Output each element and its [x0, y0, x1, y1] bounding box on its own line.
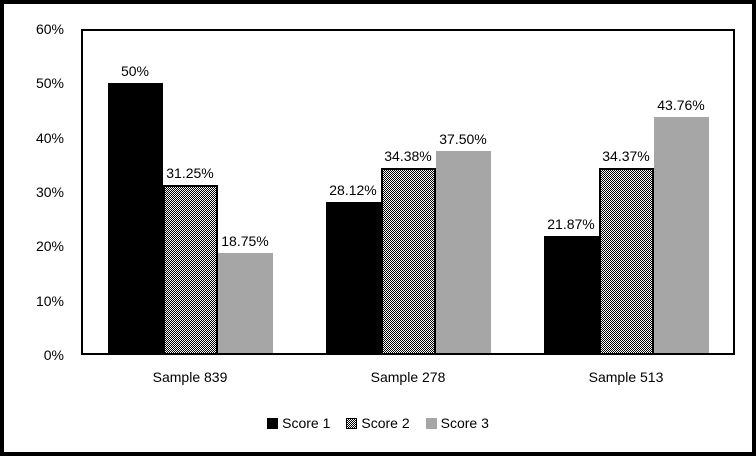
y-axis-tick-label: 50%	[35, 75, 64, 92]
y-axis-tick-label: 10%	[35, 292, 64, 309]
bar-score1-sample-513	[543, 236, 599, 355]
bar-score3-sample-278	[435, 151, 491, 355]
y-axis-tick-label: 20%	[35, 238, 64, 255]
bar-score1-sample-278	[325, 202, 381, 355]
bar-data-label: 28.12%	[329, 182, 377, 199]
bar-data-label: 34.38%	[384, 148, 432, 165]
legend-swatch-icon	[346, 418, 358, 429]
y-axis-tick-label: 40%	[35, 129, 64, 146]
bar-data-label: 43.76%	[657, 97, 705, 114]
x-axis-category-label: Sample 278	[370, 369, 446, 385]
bar-data-label: 34.37%	[602, 148, 650, 165]
legend-item-score-1: Score 1	[267, 416, 330, 431]
legend-swatch-icon	[267, 418, 279, 429]
bar-data-label: 21.87%	[547, 216, 595, 233]
legend-label: Score 1	[282, 415, 331, 431]
bar-score1-sample-839	[107, 83, 163, 355]
bar-data-label: 31.25%	[166, 165, 214, 182]
y-axis-tick-label: 0%	[43, 347, 64, 363]
x-axis-category-label: Sample 839	[152, 369, 228, 385]
bar-score2-sample-278	[380, 168, 436, 355]
legend-label: Score 2	[361, 415, 410, 431]
bar-data-label: 50%	[120, 63, 150, 80]
legend-item-score-3: Score 3	[425, 415, 489, 431]
bar-score3-sample-513	[653, 117, 709, 355]
y-axis-tick-label: 60%	[35, 21, 64, 37]
bar-data-label: 37.50%	[439, 131, 487, 148]
bar-score3-sample-839	[217, 253, 273, 355]
x-axis-category-label: Sample 513	[588, 369, 664, 385]
legend-item-score-2: Score 2	[346, 415, 410, 431]
legend: Score 1 Score 2 Score 3	[4, 416, 752, 431]
y-axis-tick-label: 30%	[35, 184, 64, 200]
legend-swatch-icon	[425, 418, 437, 429]
legend-label: Score 3	[440, 415, 489, 431]
bar-data-label: 18.75%	[221, 233, 269, 250]
bar-score2-sample-839	[162, 185, 218, 355]
bar-score2-sample-513	[598, 168, 654, 355]
